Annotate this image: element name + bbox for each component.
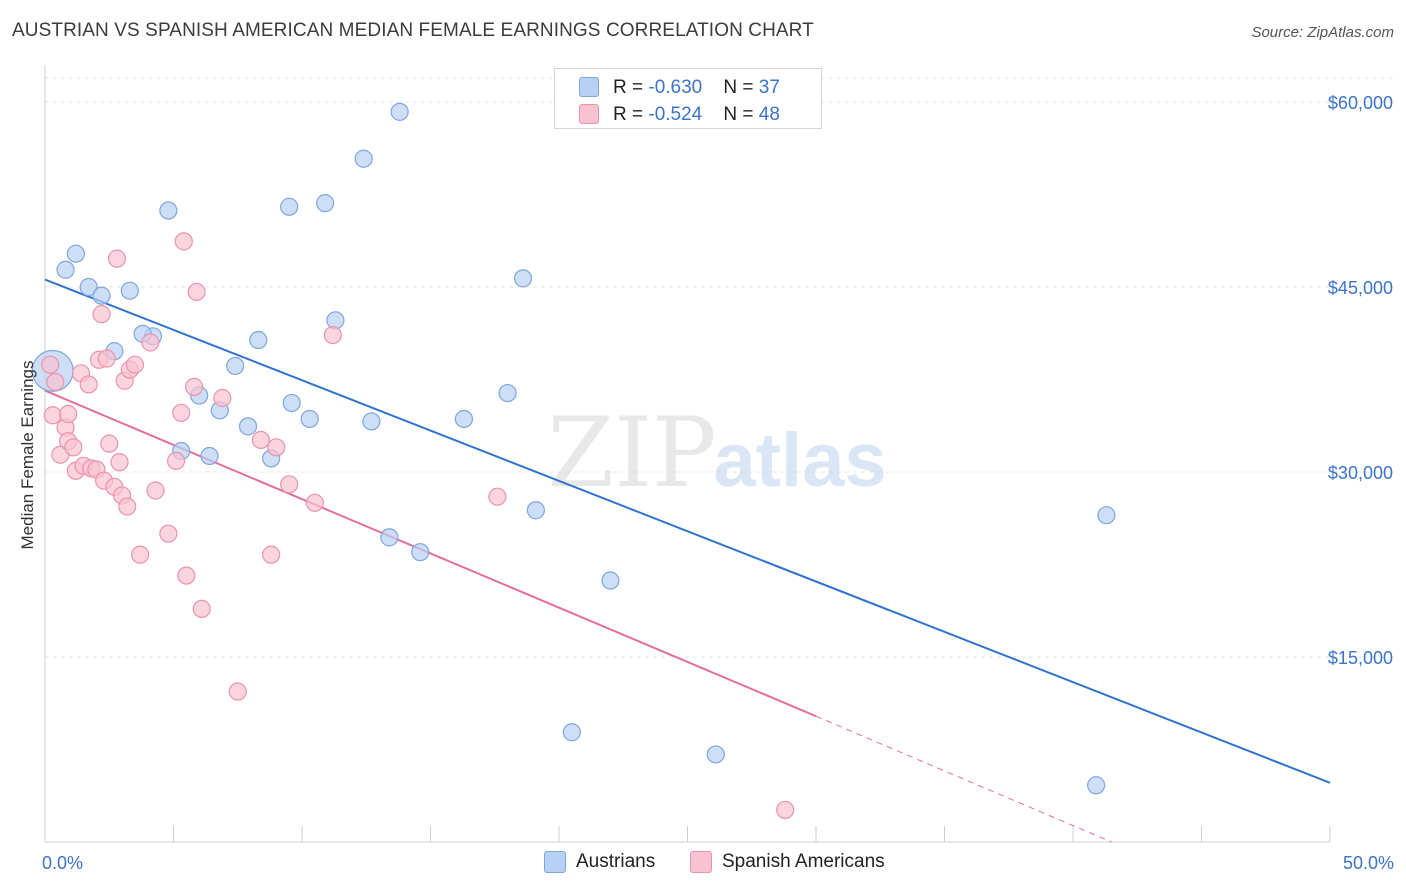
spanish-american-point[interactable] — [43, 406, 62, 425]
spanish-american-point[interactable] — [59, 404, 78, 424]
austrian-point[interactable] — [390, 102, 409, 121]
austrians-legend-swatch — [544, 851, 566, 873]
austrian-point[interactable] — [79, 277, 98, 297]
austrian-point[interactable] — [513, 269, 533, 288]
austrian-point[interactable] — [238, 417, 258, 436]
spanish-american-point[interactable] — [262, 545, 281, 564]
y-axis-label: Median Female Earnings — [18, 360, 37, 550]
y-tick-label: $45,000 — [1328, 278, 1393, 298]
spanish-american-point[interactable] — [323, 326, 342, 345]
austrian-point[interactable] — [380, 528, 399, 547]
spanish-american-point[interactable] — [184, 377, 204, 396]
spanish-american-point[interactable] — [305, 493, 324, 512]
source-label: Source: ZipAtlas.com — [1251, 24, 1394, 41]
spanish-american-point[interactable] — [125, 355, 145, 374]
spanish-swatch — [579, 104, 599, 124]
austrian-point[interactable] — [1087, 776, 1106, 795]
austrian-point[interactable] — [362, 412, 381, 431]
spanish-american-point[interactable] — [776, 800, 795, 820]
austrian-point[interactable] — [354, 149, 373, 168]
austrian-point[interactable] — [526, 501, 545, 520]
spanish-american-point[interactable] — [130, 545, 150, 564]
austrians-r-value: -0.630 — [648, 77, 703, 98]
spanish-american-point[interactable] — [146, 481, 165, 500]
spanish-american-point[interactable] — [64, 438, 83, 457]
austrian-point[interactable] — [498, 383, 517, 403]
spanish-american-point[interactable] — [174, 232, 193, 251]
correlation-legend: R = -0.630 N = 37 R = -0.524 N = 48 — [554, 68, 822, 129]
watermark-zip: ZIP — [547, 397, 716, 509]
austrian-point[interactable] — [280, 197, 299, 216]
austrian-point[interactable] — [282, 393, 301, 413]
austrian-point[interactable] — [200, 446, 219, 466]
austrian-point[interactable] — [66, 244, 85, 263]
austrians-n-label: N = — [723, 77, 759, 98]
x-tick-label-max: 50.0% — [1342, 853, 1394, 873]
spanish-n-label: N = — [723, 104, 759, 125]
spanish-legend-label: Spanish Americans — [722, 851, 885, 873]
spanish-american-point[interactable] — [97, 349, 116, 368]
austrian-point[interactable] — [601, 571, 620, 590]
y-tick-label: $15,000 — [1328, 648, 1393, 668]
austrian-point[interactable] — [316, 194, 335, 213]
austrian-point[interactable] — [120, 281, 139, 300]
spanish-american-point[interactable] — [213, 388, 232, 408]
legend-item-austrians[interactable]: Austrians — [544, 851, 655, 877]
spanish-american-point[interactable] — [41, 355, 60, 374]
austrian-point[interactable] — [1097, 506, 1116, 525]
y-tick-label: $30,000 — [1328, 463, 1393, 483]
spanish-r-value: -0.524 — [648, 104, 703, 125]
austrian-point[interactable] — [326, 311, 345, 330]
spanish-american-point[interactable] — [107, 249, 127, 268]
austrians-swatch — [579, 77, 599, 97]
spanish-american-point[interactable] — [79, 375, 98, 394]
spanish-american-point[interactable] — [166, 451, 186, 470]
austrian-point[interactable] — [411, 543, 430, 562]
austrian-point[interactable] — [159, 201, 178, 220]
austrians-trend-line — [44, 278, 1331, 784]
austrian-point[interactable] — [226, 356, 245, 376]
spanish-american-point[interactable] — [280, 475, 299, 494]
austrian-point[interactable] — [92, 286, 111, 305]
spanish-american-point[interactable] — [228, 682, 247, 701]
watermark: ZIP atlas — [547, 397, 886, 509]
austrian-point[interactable] — [706, 745, 725, 764]
spanish-american-point[interactable] — [172, 403, 191, 422]
spanish-n-value: 48 — [758, 104, 780, 125]
spanish-american-point[interactable] — [267, 438, 286, 457]
spanish-american-point[interactable] — [92, 305, 111, 324]
austrian-point[interactable] — [562, 723, 581, 742]
spanish-r-label: R = — [613, 104, 649, 125]
chart-title: AUSTRIAN VS SPANISH AMERICAN MEDIAN FEMA… — [12, 20, 814, 41]
spanish-trend-line — [44, 389, 817, 718]
spanish-american-point[interactable] — [100, 434, 119, 453]
austrian-point[interactable] — [300, 409, 319, 429]
spanish-american-point[interactable] — [46, 372, 65, 392]
legend-item-spanish-americans[interactable]: Spanish Americans — [690, 851, 885, 877]
spanish-american-point[interactable] — [141, 333, 160, 352]
austrians-legend-label: Austrians — [576, 851, 656, 873]
x-tick-label-min: 0.0% — [42, 853, 84, 873]
austrian-point[interactable] — [56, 260, 75, 279]
y-tick-label: $60,000 — [1328, 93, 1393, 113]
austrian-point[interactable] — [249, 330, 268, 350]
spanish-american-point[interactable] — [177, 566, 196, 585]
spanish-american-point[interactable] — [488, 487, 507, 506]
spanish-american-point[interactable] — [192, 599, 211, 619]
spanish-legend-swatch — [690, 851, 712, 873]
spanish-american-point[interactable] — [251, 430, 270, 450]
spanish-american-point[interactable] — [187, 282, 206, 302]
austrian-point[interactable] — [454, 409, 474, 429]
spanish-american-point[interactable] — [118, 497, 137, 516]
austrians-n-value: 37 — [758, 77, 780, 98]
watermark-atlas: atlas — [713, 418, 886, 503]
austrians-r-label: R = — [613, 77, 649, 98]
spanish-trend-extension — [815, 715, 1112, 843]
spanish-american-point[interactable] — [159, 524, 178, 543]
spanish-american-point[interactable] — [110, 453, 129, 472]
